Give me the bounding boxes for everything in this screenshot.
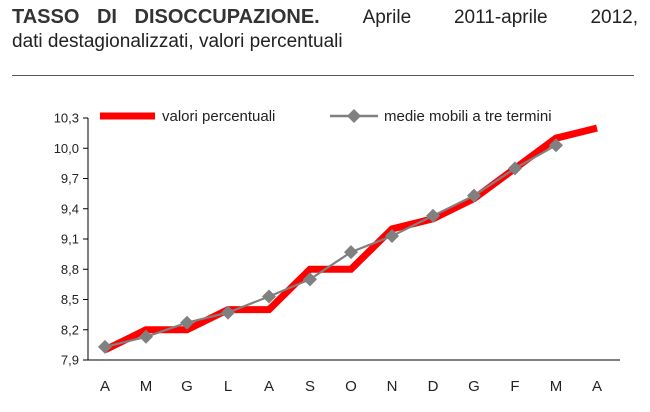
title-period-range: 2011-aprile: [453, 7, 548, 28]
x-tick-label: G: [181, 378, 193, 395]
y-tick-label: 7,9: [61, 353, 79, 368]
x-tick-label: N: [387, 378, 398, 395]
series-line-medie: [104, 144, 557, 348]
x-tick-label: L: [224, 378, 232, 395]
x-tick-label: O: [345, 378, 357, 395]
data-point-diamond: [549, 138, 563, 153]
x-tick-label: M: [550, 378, 563, 395]
data-point-diamond: [303, 272, 317, 287]
title-period-end: 2012,: [590, 7, 638, 28]
x-tick-label: G: [468, 378, 480, 395]
y-tick-label: 10,0: [54, 141, 79, 156]
data-point-diamond: [262, 289, 276, 304]
header-divider: [12, 75, 634, 76]
data-point-diamond: [385, 228, 399, 243]
data-point-diamond: [344, 245, 358, 260]
chart-header: TASSO DI DISOCCUPAZIONE. Aprile 2011-apr…: [12, 6, 638, 53]
title-period-start: Aprile: [362, 7, 412, 28]
data-point-diamond: [221, 305, 235, 320]
legend-label-medie: medie mobili a tre termini: [384, 108, 552, 125]
y-ticks: 7,9 8,2 8,5 8,8 9,1 9,4 9,7 10,0 10,3: [54, 111, 88, 368]
y-tick-label: 8,8: [61, 262, 79, 277]
x-tick-label: M: [140, 378, 153, 395]
data-point-diamond: [139, 329, 153, 344]
chart-title: TASSO DI DISOCCUPAZIONE.: [12, 6, 320, 28]
legend-label-valori: valori percentuali: [162, 108, 275, 125]
x-tick-label: A: [592, 378, 602, 395]
y-tick-label: 9,7: [61, 171, 79, 186]
series-line-valori: [103, 124, 598, 354]
y-tick-label: 9,4: [61, 201, 79, 216]
x-tick-label: S: [305, 378, 315, 395]
legend-marker-diamond-icon: [347, 109, 361, 123]
data-point-diamond: [508, 161, 522, 176]
y-tick-label: 8,5: [61, 292, 79, 307]
data-point-diamond: [98, 339, 112, 354]
chart-subtitle: dati destagionalizzati, valori percentua…: [12, 31, 343, 52]
data-point-diamond: [426, 208, 440, 223]
x-tick-label: F: [510, 378, 519, 395]
x-tick-label: A: [100, 378, 110, 395]
title-line: TASSO DI DISOCCUPAZIONE. Aprile 2011-apr…: [12, 6, 638, 29]
x-tick-label: A: [264, 378, 274, 395]
y-tick-label: 8,2: [61, 322, 79, 337]
data-point-diamond: [467, 188, 481, 203]
series-group: [98, 124, 598, 354]
legend: valori percentuali medie mobili a tre te…: [100, 108, 552, 125]
y-tick-label: 9,1: [61, 232, 79, 247]
data-point-diamond: [180, 315, 194, 330]
y-tick-label: 10,3: [54, 111, 79, 126]
x-tick-label: D: [428, 378, 439, 395]
